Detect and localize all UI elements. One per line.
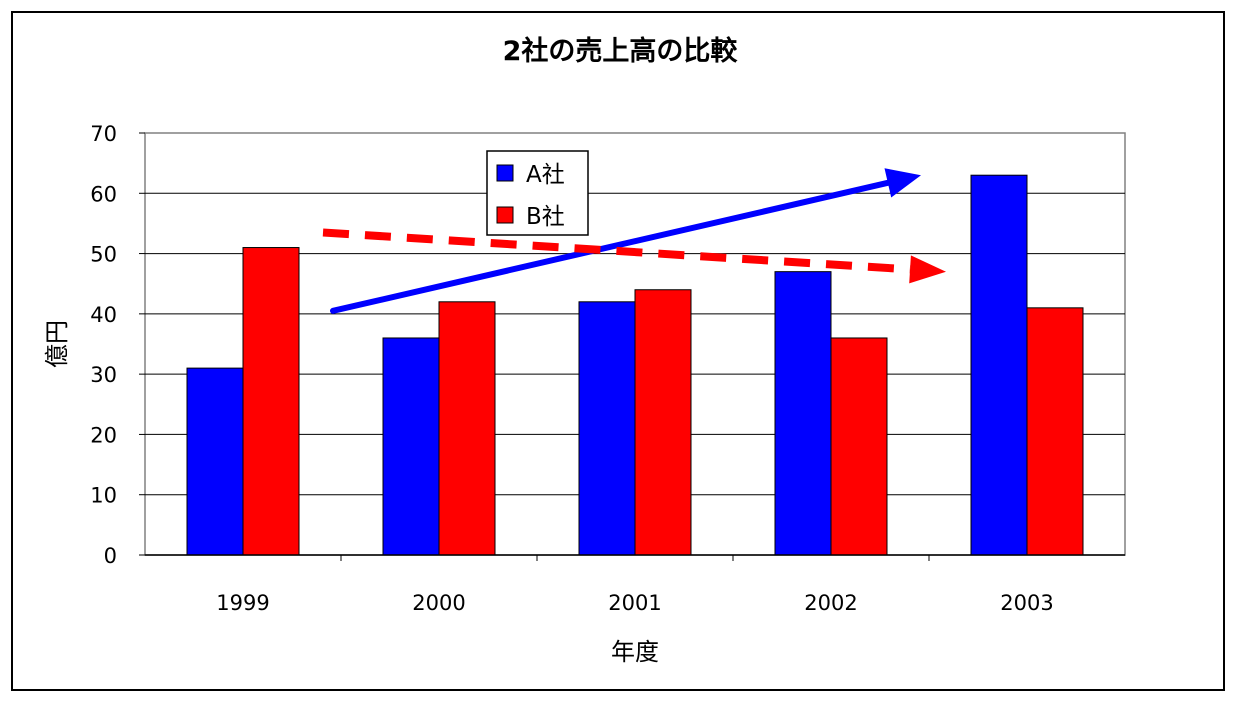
legend-label-a: A社 — [526, 162, 565, 188]
bars — [186, 174, 1084, 556]
legend-swatch-b — [496, 206, 514, 224]
y-tick-label: 40 — [90, 303, 117, 327]
legend: A社 B社 — [486, 150, 589, 236]
y-tick-label: 50 — [90, 243, 117, 267]
bar-b-1999 — [242, 247, 300, 556]
bar-b-2003 — [1026, 307, 1084, 556]
bar-b-2000 — [438, 301, 496, 556]
y-tick-label: 20 — [90, 423, 117, 447]
y-axis-ticks: 0 10 20 30 40 50 60 70 — [90, 122, 145, 568]
y-tick-label: 70 — [90, 122, 117, 146]
legend-label-b: B社 — [526, 204, 565, 230]
series-a-trend-arrow — [330, 179, 891, 314]
y-tick-label: 0 — [104, 544, 117, 568]
x-tick-label: 2000 — [412, 591, 465, 615]
trend-arrows — [322, 168, 946, 314]
series-b-trend-arrow — [322, 228, 911, 274]
x-tick-label: 2001 — [608, 591, 661, 615]
bar-a-1999 — [186, 367, 244, 556]
y-tick-label: 10 — [90, 484, 117, 508]
x-axis-ticks: 1999 2000 2001 2002 2003 — [216, 555, 1054, 615]
series-b-arrowhead — [909, 255, 946, 284]
x-tick-label: 2003 — [1000, 591, 1053, 615]
y-tick-label: 60 — [90, 182, 117, 206]
y-tick-label: 30 — [90, 363, 117, 387]
x-tick-label: 2002 — [804, 591, 857, 615]
bar-a-2000 — [382, 337, 440, 556]
legend-swatch-a — [496, 164, 514, 182]
bar-b-2002 — [830, 337, 888, 556]
bar-a-2001 — [578, 301, 636, 556]
y-axis-label: 億円 — [43, 320, 71, 368]
bar-b-2001 — [634, 289, 692, 556]
x-tick-label: 1999 — [216, 591, 269, 615]
bar-a-2002 — [774, 271, 832, 556]
series-a-arrowhead — [884, 168, 921, 198]
x-axis-label: 年度 — [611, 638, 659, 666]
bar-a-2003 — [970, 174, 1028, 556]
chart-title: 2社の売上高の比較 — [503, 35, 739, 67]
